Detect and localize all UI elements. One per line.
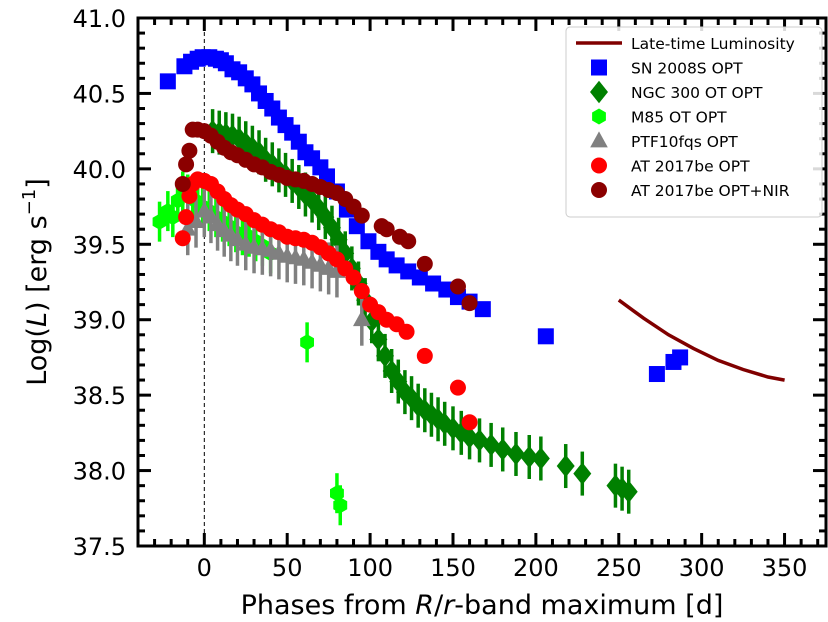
legend-swatch <box>591 59 607 76</box>
series-0 <box>617 298 785 382</box>
plot-frame <box>136 16 828 548</box>
data-point <box>369 328 388 351</box>
y-tick-label: 38.5 <box>73 382 126 410</box>
y-tick-label: 39.0 <box>73 307 126 335</box>
series-line <box>617 298 785 382</box>
data-point <box>376 344 395 368</box>
legend-swatch <box>590 131 608 148</box>
series-5 <box>174 171 478 431</box>
x-tick-label: 350 <box>762 554 808 582</box>
data-point <box>398 323 415 340</box>
legend: Late-time Luminosity SN 2008S OPT NGC 300 … <box>565 26 823 218</box>
y-tick-label: 40.0 <box>73 156 126 184</box>
data-point <box>400 233 417 250</box>
data-point <box>187 212 205 229</box>
y-tick-label: 41.0 <box>73 5 126 33</box>
data-point <box>378 221 395 238</box>
data-point <box>531 447 550 470</box>
legend-swatch <box>592 108 606 125</box>
y-tick-label: 38.0 <box>73 458 126 486</box>
data-point <box>474 301 491 318</box>
x-tick-label: 0 <box>197 554 212 582</box>
data-point <box>506 442 525 466</box>
x-tick-label: 300 <box>679 554 725 582</box>
data-point <box>648 366 665 383</box>
data-point <box>174 230 191 247</box>
legend-label: NGC 300 OT OPT <box>631 84 763 102</box>
data-point <box>333 497 348 514</box>
series-6 <box>174 121 478 312</box>
data-point <box>556 454 575 478</box>
data-point <box>449 379 466 396</box>
y-tick-label: 37.5 <box>73 533 126 561</box>
legend-swatch <box>591 157 607 174</box>
legend-label: AT 2017be OPT+NIR <box>631 182 790 200</box>
data-point <box>181 142 198 159</box>
data-point <box>353 310 371 327</box>
legend-item: Late-time Luminosity <box>576 35 795 53</box>
x-tick-label: 200 <box>513 554 559 582</box>
data-point <box>493 438 512 461</box>
y-axis-label: Log(L) [erg s−1] <box>19 178 53 386</box>
data-point <box>345 269 362 286</box>
y-tick-label: 40.5 <box>73 80 126 108</box>
x-tick-label: 250 <box>596 554 642 582</box>
data-point <box>174 175 191 192</box>
legend-label: SN 2008S OPT <box>631 60 743 78</box>
x-axis-label: Phases from R/r-band maximum [d] <box>241 590 724 621</box>
data-point <box>449 278 466 295</box>
data-point <box>461 295 478 312</box>
legend-label: AT 2017be OPT <box>631 158 750 176</box>
data-point <box>353 283 370 300</box>
legend-label: M85 OT OPT <box>631 109 727 127</box>
data-point <box>159 73 176 90</box>
data-point <box>461 414 478 431</box>
x-tick-label: 100 <box>347 554 393 582</box>
data-point <box>416 347 433 364</box>
data-point <box>573 462 592 485</box>
series-2 <box>203 109 638 514</box>
legend-item: SN 2008S OPT <box>591 59 743 78</box>
y-tick-label: 39.5 <box>73 231 126 259</box>
data-point <box>520 445 539 469</box>
data-marks <box>152 49 785 526</box>
data-point <box>300 334 314 351</box>
legend-label: Late-time Luminosity <box>631 35 795 53</box>
x-axis: 0 50 100 150 200 250 300 350 <box>153 18 820 582</box>
x-tick-label: 150 <box>430 554 476 582</box>
data-point <box>353 207 370 224</box>
legend-swatch <box>591 182 607 198</box>
data-point <box>411 269 428 286</box>
legend-swatch <box>590 80 608 104</box>
data-point <box>619 480 638 503</box>
data-point <box>425 275 442 292</box>
legend-item: AT 2017be OPT <box>591 157 750 176</box>
y-axis: 37.5 38.0 38.5 39.0 39.5 40.0 40.5 41.0 <box>73 5 826 561</box>
data-point <box>537 328 554 345</box>
legend-label: PTF10fqs OPT <box>631 133 738 151</box>
legend-item: AT 2017be OPT+NIR <box>591 182 790 200</box>
legend-item: NGC 300 OT OPT <box>590 80 763 104</box>
data-point <box>181 188 198 205</box>
data-point <box>672 349 689 366</box>
data-point <box>416 255 433 272</box>
legend-box <box>565 26 823 218</box>
legend-item: M85 OT OPT <box>592 108 727 127</box>
data-point <box>178 209 195 226</box>
data-point <box>178 156 195 173</box>
x-tick-label: 50 <box>272 554 303 582</box>
legend-item: PTF10fqs OPT <box>590 131 738 151</box>
data-point <box>152 213 167 230</box>
